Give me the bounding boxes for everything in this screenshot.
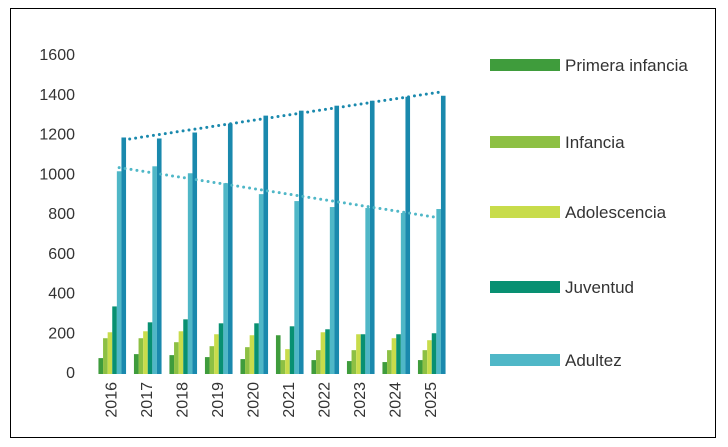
bar	[192, 132, 198, 374]
legend-label: Primera infancia	[565, 55, 688, 75]
bar	[369, 100, 375, 374]
bar	[365, 208, 370, 374]
bar	[240, 359, 246, 374]
bar	[152, 166, 157, 374]
bar	[382, 362, 388, 374]
bar	[218, 323, 224, 374]
bar	[436, 209, 441, 374]
legend-swatch	[490, 354, 560, 366]
x-tick-label: 2021	[281, 382, 298, 418]
bar	[143, 331, 148, 374]
bar	[214, 334, 219, 374]
bar	[263, 115, 269, 374]
bar	[156, 138, 162, 374]
y-tick-label: 1400	[39, 87, 75, 104]
bar	[298, 110, 304, 374]
legend-swatch	[490, 206, 560, 218]
bar	[422, 350, 428, 374]
bar	[325, 329, 330, 374]
bar	[351, 350, 357, 374]
bar	[346, 361, 352, 374]
bar	[294, 201, 299, 374]
bar	[334, 105, 340, 374]
bar	[147, 322, 153, 374]
bar	[285, 349, 290, 374]
bar	[223, 183, 228, 374]
bar	[138, 338, 144, 374]
bar	[183, 319, 188, 374]
x-tick-label: 2022	[316, 382, 333, 418]
bar	[289, 326, 295, 374]
bar	[400, 213, 406, 374]
y-tick-label: 0	[66, 365, 75, 382]
legend-label: Adultez	[565, 350, 622, 370]
legend-label: Juventud	[565, 277, 634, 297]
bar	[391, 338, 397, 374]
bar	[103, 338, 108, 374]
bar	[329, 207, 335, 374]
x-tick-label: 2018	[174, 382, 191, 418]
bar	[245, 347, 250, 374]
legend-swatch	[490, 281, 560, 293]
bar	[116, 171, 122, 374]
y-tick-label: 1000	[39, 166, 75, 183]
y-tick-label: 1200	[39, 127, 75, 144]
bar	[396, 334, 401, 374]
y-tick-label: 1600	[39, 47, 75, 64]
legend-swatch	[490, 136, 560, 148]
legend-label: Infancia	[565, 132, 625, 152]
bar	[107, 332, 113, 374]
bar	[187, 173, 193, 374]
x-tick-label: 2020	[245, 382, 262, 418]
bar	[417, 360, 423, 374]
y-tick-label: 600	[48, 246, 75, 263]
bar	[121, 137, 127, 374]
x-tick-label: 2016	[103, 382, 120, 418]
bar	[209, 346, 215, 374]
bar	[427, 340, 432, 374]
bar	[174, 342, 179, 374]
bar	[254, 323, 259, 374]
bar	[98, 358, 104, 374]
bar	[169, 355, 175, 374]
legend-swatch	[490, 59, 560, 71]
x-tick-label: 2023	[352, 382, 369, 418]
legend-label: Adolescencia	[565, 202, 667, 222]
chart-border	[10, 8, 716, 438]
bar	[249, 335, 255, 374]
bar	[112, 306, 117, 374]
bar	[405, 96, 411, 375]
bar	[440, 95, 446, 374]
bar	[204, 357, 210, 374]
bar	[311, 360, 317, 374]
bar	[178, 331, 184, 374]
y-tick-label: 400	[48, 286, 75, 303]
x-tick-label: 2017	[139, 382, 156, 418]
y-tick-label: 200	[48, 325, 75, 342]
x-tick-label: 2024	[387, 382, 404, 418]
bar	[227, 123, 233, 374]
trendline	[122, 90, 445, 142]
x-tick-label: 2019	[210, 382, 227, 418]
bar	[360, 334, 366, 374]
x-tick-label: 2025	[423, 382, 440, 418]
y-tick-label: 800	[48, 206, 75, 223]
bar	[320, 332, 326, 374]
bar	[356, 334, 361, 374]
bar	[316, 350, 321, 374]
bar	[280, 360, 286, 374]
bar	[431, 333, 437, 374]
bar	[133, 354, 139, 374]
bar	[275, 335, 281, 374]
trendline	[117, 166, 441, 220]
bar	[258, 194, 264, 374]
bar	[387, 350, 392, 374]
